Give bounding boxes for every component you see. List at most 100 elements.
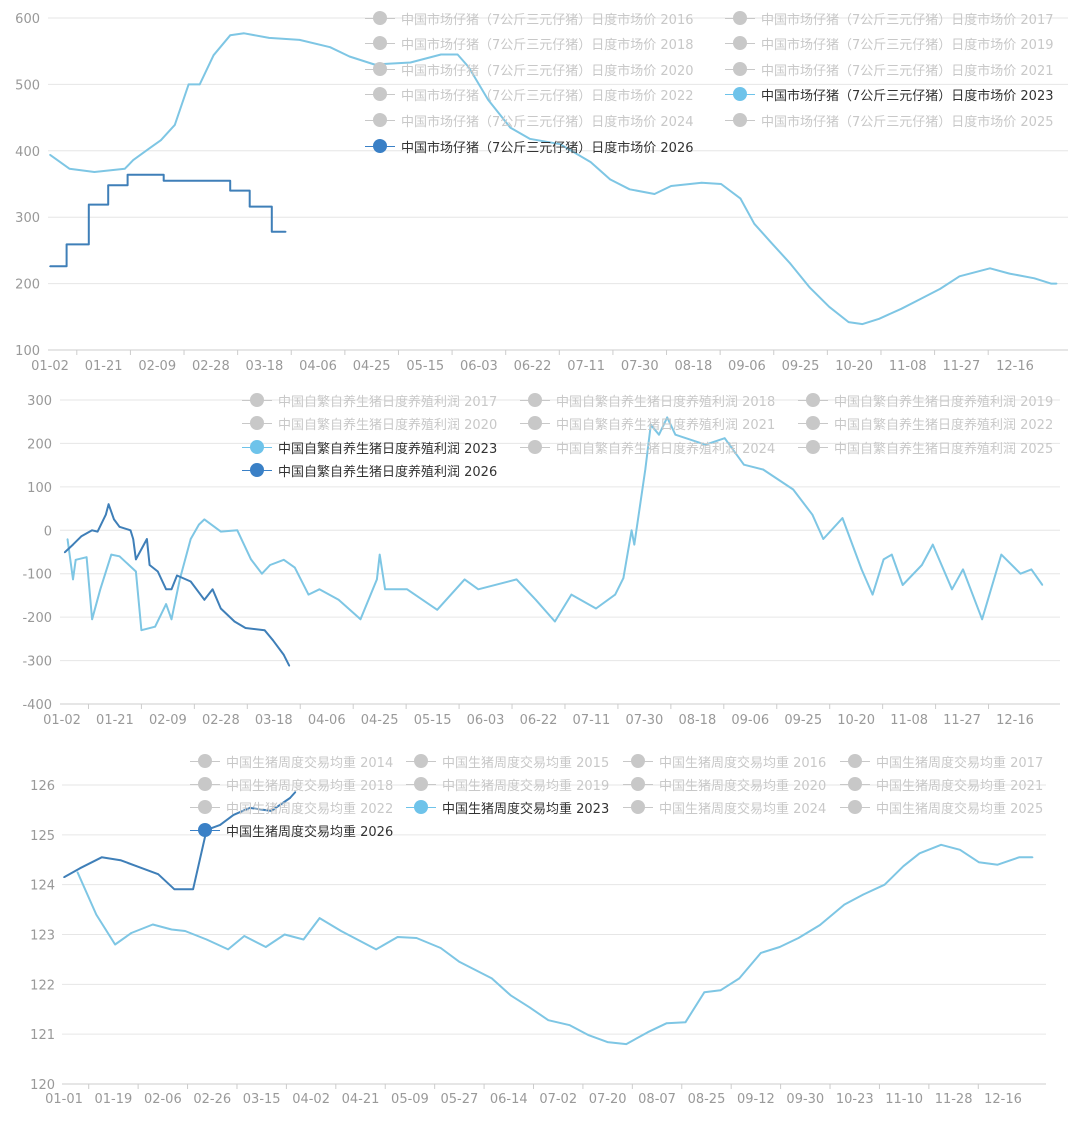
legend-item[interactable]: 中国生猪周度交易均重 2024 xyxy=(623,798,826,817)
legend-item[interactable]: 中国生猪周度交易均重 2014 xyxy=(190,752,393,771)
legend-item[interactable]: 中国市场仔猪（7公斤三元仔猪）日度市场价 2024 xyxy=(365,111,694,130)
legend-marker-icon xyxy=(365,87,395,101)
data-point-2023 xyxy=(114,943,116,946)
legend-item[interactable]: 中国生猪周度交易均重 2015 xyxy=(406,752,609,771)
y-tick-label: 123 xyxy=(30,929,55,944)
legend-item[interactable]: 中国生猪周度交易均重 2020 xyxy=(623,775,826,794)
x-tick-label: 01-01 xyxy=(45,1092,83,1107)
legend-marker-icon xyxy=(365,11,395,25)
legend-item[interactable]: 中国生猪周度交易均重 2018 xyxy=(190,775,393,794)
data-point-2023 xyxy=(918,852,921,855)
legend-item[interactable]: 中国市场仔猪（7公斤三元仔猪）日度市场价 2023 xyxy=(725,85,1054,104)
legend-item[interactable]: 中国自繁自养生猪日度养殖利润 2017 xyxy=(242,391,497,410)
legend-label: 中国生猪周度交易均重 2025 xyxy=(876,801,1044,817)
y-tick-label: 200 xyxy=(27,437,52,452)
data-point-2023 xyxy=(187,83,190,86)
data-point-2023 xyxy=(962,568,964,571)
data-point-2023 xyxy=(901,584,904,586)
legend-item[interactable]: 中国自繁自养生猪日度养殖利润 2018 xyxy=(520,391,775,410)
legend-item[interactable]: 中国自繁自养生猪日度养殖利润 2019 xyxy=(798,391,1053,410)
data-point-2023 xyxy=(614,593,616,596)
data-point-2023 xyxy=(861,323,864,325)
legend-item[interactable]: 中国市场仔猪（7公斤三元仔猪）日度市场价 2016 xyxy=(365,9,694,28)
legend-item[interactable]: 中国生猪周度交易均重 2017 xyxy=(840,752,1043,771)
data-point-2026 xyxy=(132,538,134,540)
legend-label: 中国自繁自养生猪日度养殖利润 2024 xyxy=(556,441,776,457)
x-tick-label: 07-11 xyxy=(573,713,611,728)
data-point-2026 xyxy=(283,654,285,656)
data-point-2023 xyxy=(843,903,846,906)
legend-item[interactable]: 中国生猪周度交易均重 2016 xyxy=(623,752,826,771)
data-point-2023 xyxy=(704,443,707,446)
data-point-2026 xyxy=(220,607,222,610)
data-point-2023 xyxy=(463,578,466,581)
data-point-2023 xyxy=(828,306,830,308)
data-point-2023 xyxy=(939,288,941,290)
legend-item[interactable]: 中国生猪周度交易均重 2026 xyxy=(190,821,393,840)
legend-item[interactable]: 中国自繁自养生猪日度养殖利润 2022 xyxy=(798,414,1053,433)
data-point-2023 xyxy=(547,1019,550,1021)
data-point-2023 xyxy=(665,1022,668,1024)
legend-marker-icon xyxy=(623,777,653,791)
legend-item[interactable]: 中国生猪周度交易均重 2021 xyxy=(840,775,1043,794)
data-point-2026 xyxy=(148,564,151,566)
legend-item[interactable]: 中国市场仔猪（7公斤三元仔猪）日度市场价 2021 xyxy=(725,60,1054,79)
x-tick-label: 10-20 xyxy=(837,713,875,728)
legend-item[interactable]: 中国自繁自养生猪日度养殖利润 2020 xyxy=(242,414,497,433)
legend-item[interactable]: 中国生猪周度交易均重 2025 xyxy=(840,798,1044,817)
data-point-2023 xyxy=(622,577,625,579)
legend-item[interactable]: 中国生猪周度交易均重 2023 xyxy=(406,798,609,817)
x-tick-label: 08-25 xyxy=(688,1092,726,1107)
legend-marker-icon xyxy=(798,393,828,407)
legend-item[interactable]: 中国市场仔猪（7公斤三元仔猪）日度市场价 2026 xyxy=(365,137,694,156)
data-point-2023 xyxy=(243,935,246,937)
x-tick-label: 07-02 xyxy=(539,1092,577,1107)
y-tick-label: -400 xyxy=(22,698,52,713)
legend-item[interactable]: 中国市场仔猪（7公斤三元仔猪）日度市场价 2020 xyxy=(365,60,694,79)
x-tick-label: 05-15 xyxy=(406,359,444,374)
x-tick-label: 04-25 xyxy=(353,359,391,374)
y-tick-label: 121 xyxy=(30,1028,55,1043)
legend-item[interactable]: 中国市场仔猪（7公斤三元仔猪）日度市场价 2018 xyxy=(365,34,694,53)
legend-marker-icon xyxy=(365,62,395,76)
data-point-2023 xyxy=(440,53,442,56)
y-tick-label: 0 xyxy=(44,524,52,539)
data-point-2023 xyxy=(883,883,886,886)
x-tick-label: 09-25 xyxy=(782,359,820,374)
y-tick-label: 122 xyxy=(30,978,55,993)
legend-item[interactable]: 中国自繁自养生猪日度养殖利润 2025 xyxy=(798,438,1053,457)
legend-item[interactable]: 中国自繁自养生猪日度养殖利润 2024 xyxy=(520,438,776,457)
legend-marker-icon xyxy=(798,440,828,454)
data-point-2026 xyxy=(229,189,231,192)
legend-label: 中国市场仔猪（7公斤三元仔猪）日度市场价 2022 xyxy=(401,88,694,104)
legend-marker-icon xyxy=(190,823,220,837)
data-point-2023 xyxy=(528,1006,531,1009)
legend-item[interactable]: 中国自繁自养生猪日度养殖利润 2021 xyxy=(520,414,775,433)
data-point-2023 xyxy=(628,188,631,191)
data-point-2023 xyxy=(778,946,781,948)
legend-item[interactable]: 中国市场仔猪（7公斤三元仔猪）日度市场价 2019 xyxy=(725,34,1054,53)
legend-item[interactable]: 中国市场仔猪（7公斤三元仔猪）日度市场价 2017 xyxy=(725,9,1054,28)
data-point-2026 xyxy=(288,665,291,667)
data-point-2023 xyxy=(509,126,512,129)
data-point-2023 xyxy=(49,154,51,156)
legend-item[interactable]: 中国生猪周度交易均重 2019 xyxy=(406,775,609,794)
legend-item[interactable]: 中国自繁自养生猪日度养殖利润 2023 xyxy=(242,438,497,457)
x-tick-label: 07-20 xyxy=(589,1092,627,1107)
legend-marker-icon xyxy=(406,754,436,768)
x-tick-label: 11-27 xyxy=(943,713,981,728)
x-tick-label: 11-08 xyxy=(890,713,928,728)
data-point-2023 xyxy=(989,267,991,270)
x-tick-label: 10-23 xyxy=(836,1092,874,1107)
x-tick-label: 04-25 xyxy=(361,713,399,728)
legend-item[interactable]: 中国市场仔猪（7公斤三元仔猪）日度市场价 2022 xyxy=(365,85,694,104)
data-point-2026 xyxy=(72,543,74,546)
data-point-2026 xyxy=(263,629,266,631)
legend-marker-icon xyxy=(365,36,395,50)
x-tick-label: 12-16 xyxy=(996,359,1034,374)
legend-item[interactable]: 中国市场仔猪（7公斤三元仔猪）日度市场价 2025 xyxy=(725,111,1054,130)
data-point-2026 xyxy=(289,797,291,799)
legend-item[interactable]: 中国自繁自养生猪日度养殖利润 2026 xyxy=(242,461,497,480)
legend-item[interactable]: 中国生猪周度交易均重 2022 xyxy=(190,798,393,817)
data-point-2026 xyxy=(96,530,99,533)
